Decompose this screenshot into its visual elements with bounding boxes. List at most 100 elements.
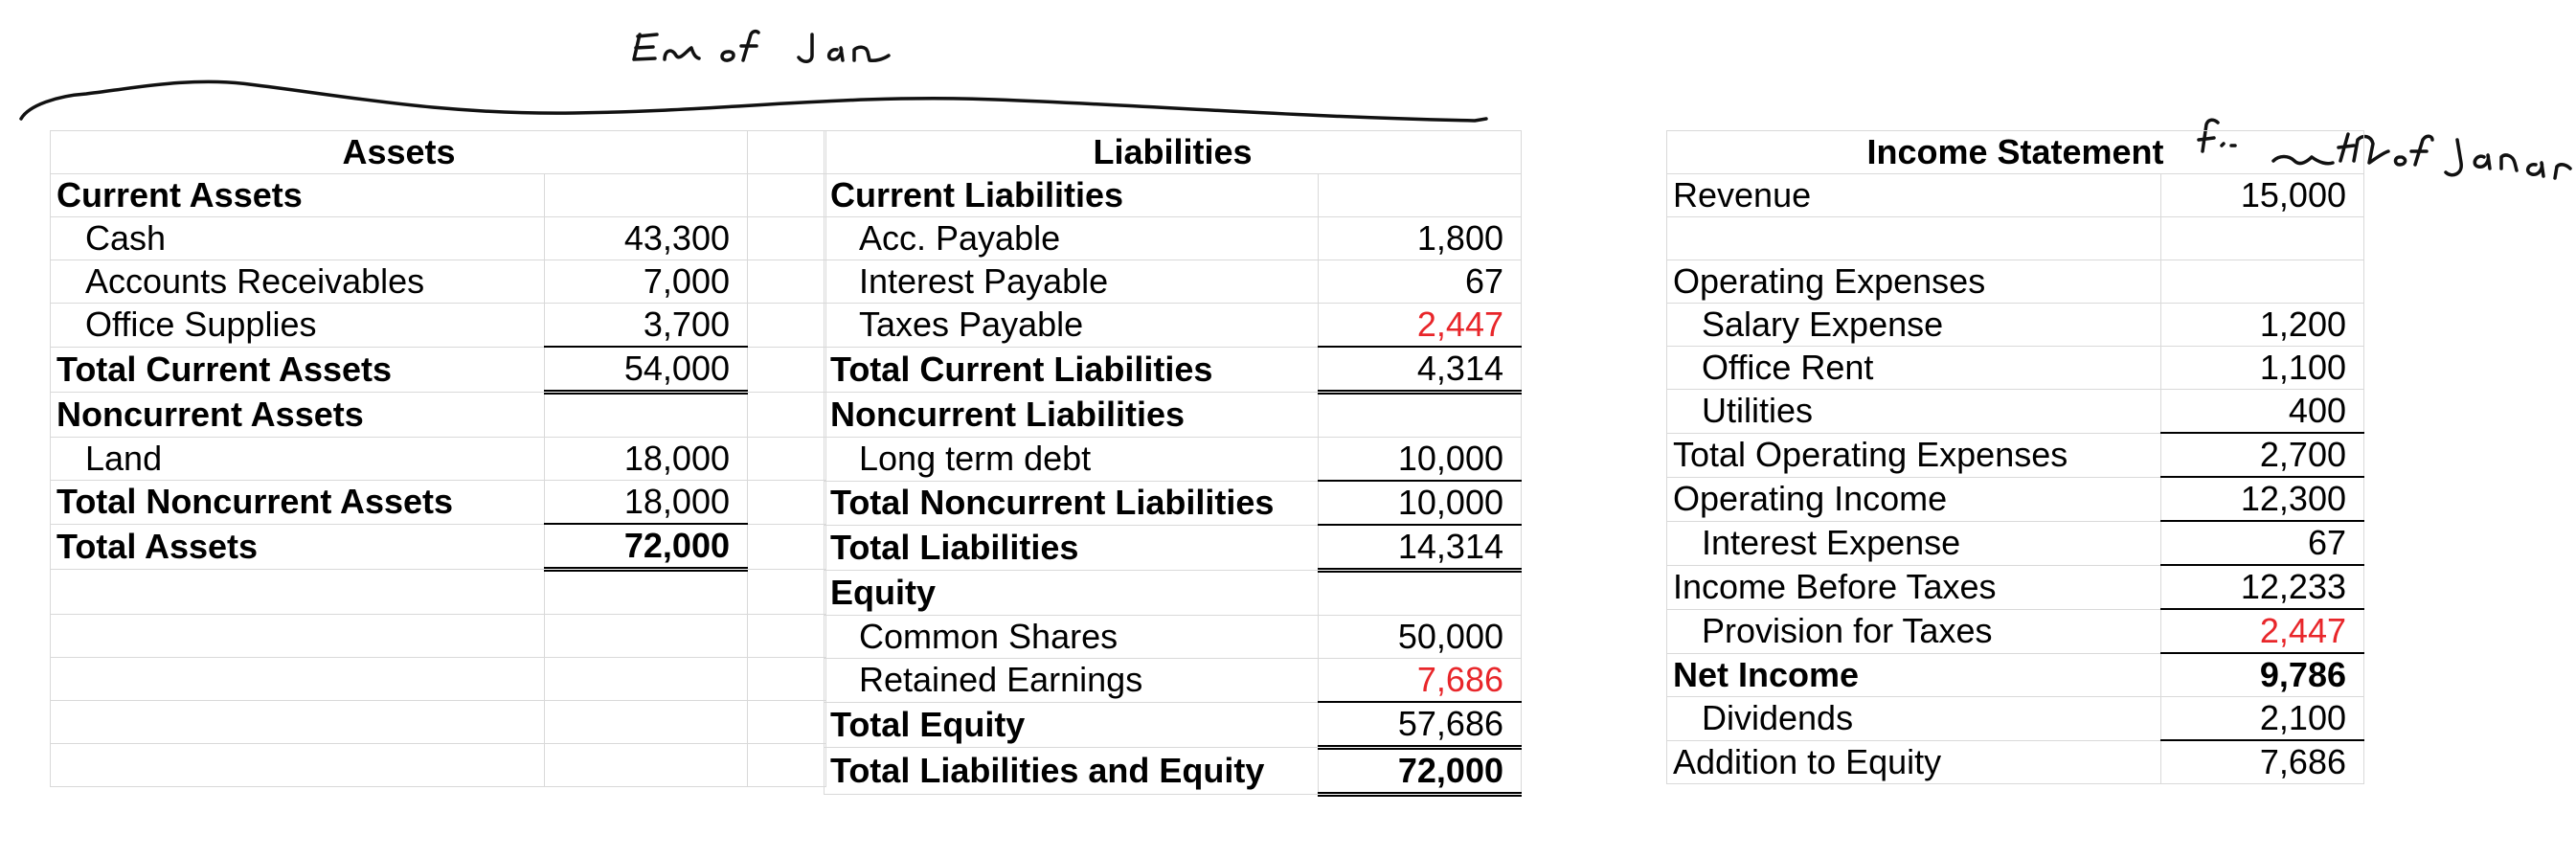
table-row: [50, 657, 826, 701]
spacer-cell: [747, 700, 826, 744]
row-label: Utilities: [1666, 389, 2161, 434]
table-row: Interest Expense 67: [1666, 520, 2364, 566]
liabilities-header: Liabilities: [824, 130, 1522, 174]
row-label: [1666, 216, 2161, 260]
row-value: 1,100: [2160, 346, 2364, 390]
table-row: [50, 614, 826, 658]
row-value: 12,300: [2160, 476, 2364, 522]
table-row: [50, 700, 826, 744]
row-value: 2,447: [1318, 303, 1522, 348]
row-value: 10,000: [1318, 437, 1522, 482]
row-label: Total Noncurrent Liabilities: [824, 480, 1319, 526]
row-label: Salary Expense: [1666, 303, 2161, 347]
table-header-row: Liabilities: [824, 130, 1522, 174]
row-label: Total Assets: [50, 523, 545, 570]
table-header-row: Assets: [50, 130, 826, 174]
spacer-cell: [747, 437, 826, 481]
row-label: [50, 657, 545, 701]
row-value: 57,686: [1318, 701, 1522, 750]
table-row: Current Assets: [50, 173, 826, 217]
assets-table: Assets Current Assets Cash 43,300 Accounts …: [50, 130, 826, 787]
income-statement-table: Income Statement Revenue 15,000 Operating …: [1666, 130, 2364, 784]
table-row: Operating Expenses: [1666, 260, 2364, 304]
row-value: 72,000: [1318, 747, 1522, 797]
row-label: [50, 569, 545, 615]
row-value: [2160, 260, 2364, 304]
row-value: [544, 700, 748, 744]
table-row: [1666, 216, 2364, 260]
table-row: Common Shares 50,000: [824, 615, 1522, 659]
liabilities-table: Liabilities Current Liabilities Acc. Paya…: [824, 130, 1522, 797]
table-header-row: Income Statement: [1666, 130, 2364, 174]
row-label: [50, 743, 545, 787]
spacer-cell: [747, 346, 826, 393]
row-value: [544, 173, 748, 217]
table-row: Salary Expense 1,200: [1666, 303, 2364, 347]
row-value: 7,000: [544, 260, 748, 304]
spacer-cell: [747, 614, 826, 658]
table-row: Taxes Payable 2,447: [824, 303, 1522, 348]
row-value: 43,300: [544, 216, 748, 260]
row-value: [544, 614, 748, 658]
table-row: Utilities 400: [1666, 389, 2364, 434]
spacer-cell: [747, 657, 826, 701]
row-label: Office Rent: [1666, 346, 2161, 390]
row-value: [1318, 570, 1522, 616]
row-value: [544, 569, 748, 615]
row-value: 7,686: [2160, 739, 2364, 784]
row-value: 1,200: [2160, 303, 2364, 347]
spacer-cell: [747, 480, 826, 525]
row-value: 72,000: [544, 523, 748, 572]
table-row: Revenue 15,000: [1666, 173, 2364, 217]
row-label: Current Liabilities: [824, 173, 1319, 217]
row-value: 14,314: [1318, 524, 1522, 573]
table-row: Office Supplies 3,700: [50, 303, 826, 348]
table-row: Operating Income 12,300: [1666, 476, 2364, 522]
row-value: [544, 743, 748, 787]
handwriting-end-of-jan: [632, 29, 891, 63]
table-row: Current Liabilities: [824, 173, 1522, 217]
table-row: Land 18,000: [50, 437, 826, 481]
row-label: Total Current Assets: [50, 346, 545, 393]
table-row: Cash 43,300: [50, 216, 826, 260]
spacer-cell: [747, 173, 826, 217]
spacer-cell: [747, 130, 826, 174]
row-value: 15,000: [2160, 173, 2364, 217]
row-label: Total Noncurrent Assets: [50, 480, 545, 525]
table-row: Dividends 2,100: [1666, 696, 2364, 741]
table-row: Total Liabilities and Equity 72,000: [824, 747, 1522, 797]
table-row: Provision for Taxes 2,447: [1666, 608, 2364, 654]
row-label: Dividends: [1666, 696, 2161, 741]
row-label: Common Shares: [824, 615, 1319, 659]
row-label: Total Liabilities and Equity: [824, 747, 1319, 795]
table-row: Retained Earnings 7,686: [824, 658, 1522, 703]
row-value: 54,000: [544, 346, 748, 395]
row-label: Land: [50, 437, 545, 481]
row-value: 12,233: [2160, 564, 2364, 610]
table-row: Total Assets 72,000: [50, 523, 826, 572]
table-row: Acc. Payable 1,800: [824, 216, 1522, 260]
table-row: Noncurrent Liabilities: [824, 392, 1522, 438]
row-value: [1318, 173, 1522, 217]
table-row: Total Operating Expenses 2,700: [1666, 432, 2364, 478]
row-value: 10,000: [1318, 480, 1522, 526]
table-row: [50, 569, 826, 615]
row-value: [2160, 216, 2364, 260]
table-row: Total Current Liabilities 4,314: [824, 346, 1522, 395]
table-row: Total Noncurrent Assets 18,000: [50, 480, 826, 525]
table-row: Interest Payable 67: [824, 260, 1522, 304]
wavy-line: [19, 79, 1488, 123]
spacer-cell: [747, 216, 826, 260]
spacer-cell: [747, 392, 826, 438]
income-statement-header: Income Statement: [1666, 130, 2364, 174]
row-value: 400: [2160, 389, 2364, 434]
row-value: 67: [2160, 520, 2364, 566]
row-label: Operating Income: [1666, 476, 2161, 522]
row-label: Net Income: [1666, 652, 2161, 697]
table-row: Noncurrent Assets: [50, 392, 826, 438]
spacer-cell: [747, 743, 826, 787]
row-value: 4,314: [1318, 346, 1522, 395]
row-label: Cash: [50, 216, 545, 260]
row-label: Total Operating Expenses: [1666, 432, 2161, 478]
table-row: Total Noncurrent Liabilities 10,000: [824, 480, 1522, 526]
